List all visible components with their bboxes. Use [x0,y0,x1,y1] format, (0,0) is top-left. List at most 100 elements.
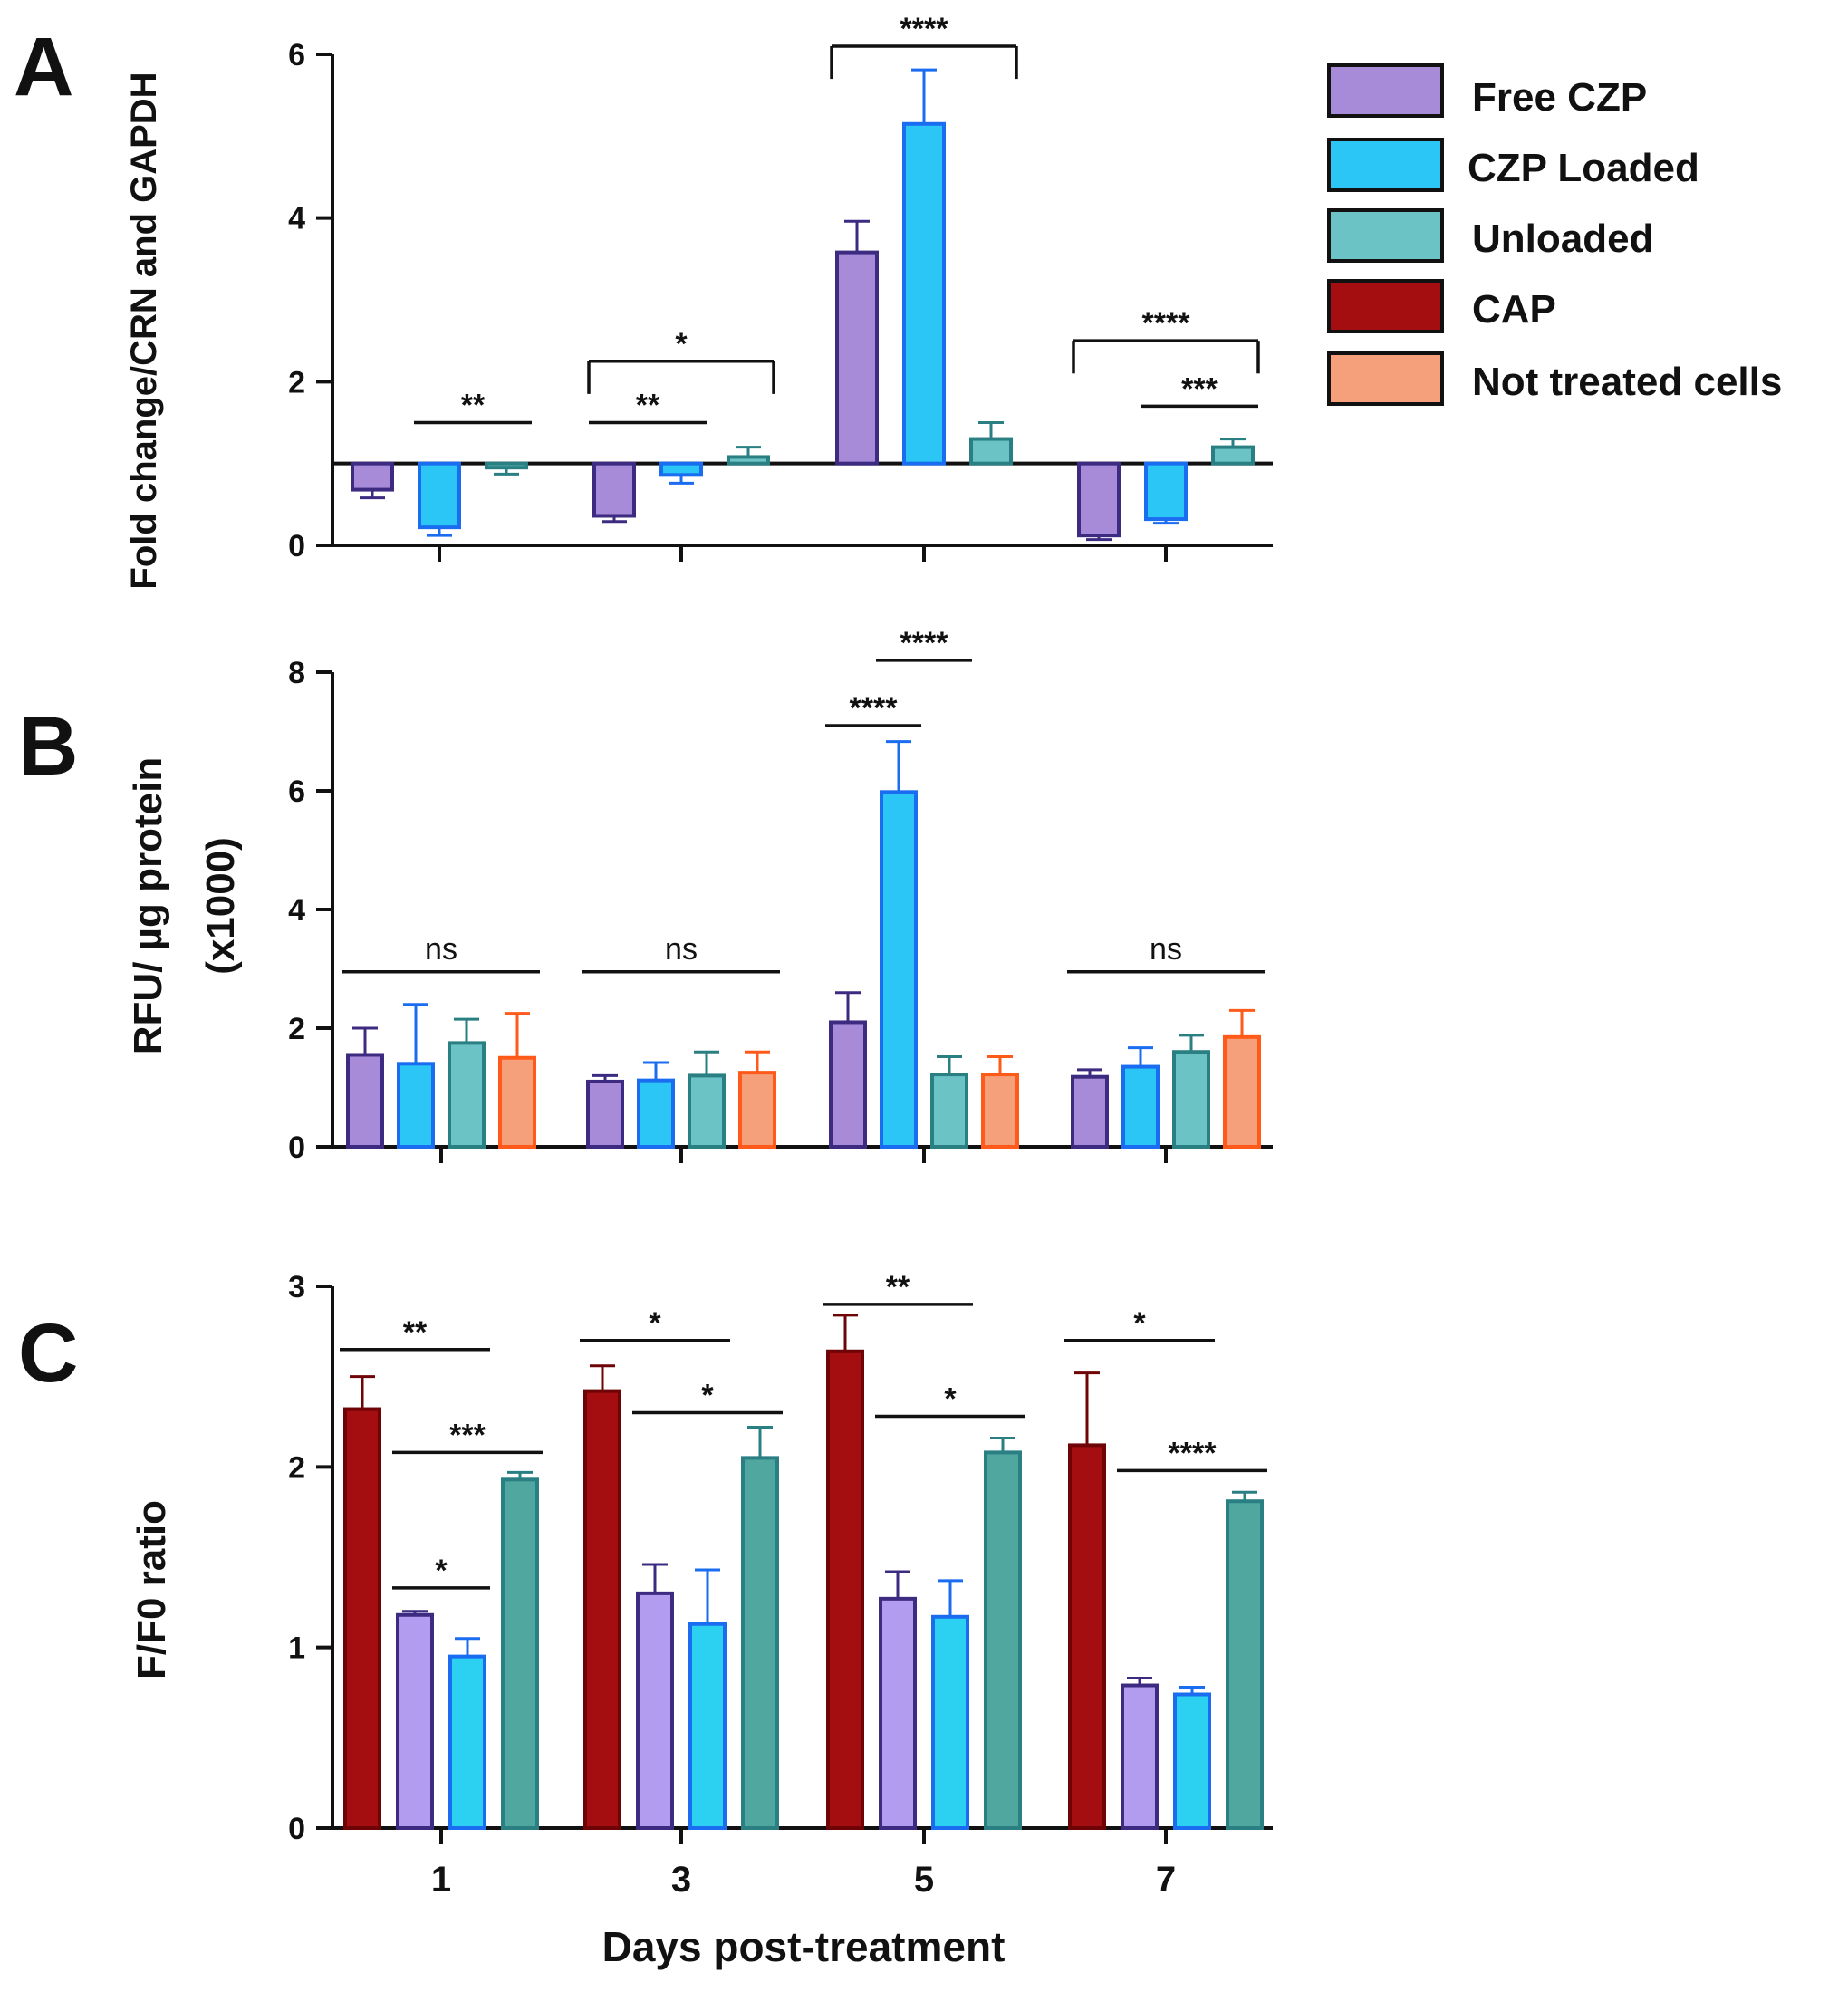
panel-b-y-tick-label: 6 [288,775,305,809]
panel-a-y-tick-label: 0 [288,529,305,563]
panel-a-sig-label: **** [1142,306,1191,341]
panel-b-bar [829,1020,867,1149]
panel-a-sig-label: **** [900,12,949,46]
panel-c-bar [1121,1683,1159,1830]
legend-item-free-czp: Free CZP [1327,63,1647,120]
panel-b-ylabel: RFU/ µg protein [126,757,170,1054]
panel-a-y-tick-label: 6 [288,38,305,72]
legend-item-czp-loaded: CZP Loaded [1327,138,1699,192]
panel-a-bar [1077,461,1121,538]
panel-b-bar [981,1073,1019,1149]
panel-b-y-tick-label: 4 [288,893,305,928]
panel-a-bar [351,461,394,492]
panel-b-bar [1121,1064,1160,1149]
legend-label-cap: CAP [1472,287,1556,332]
panel-c-y-tick-label: 1 [288,1631,305,1666]
panel-a-bar [902,121,946,466]
legend-item-not-treated: Not treated cells [1327,351,1782,406]
panel-b-bar [586,1079,624,1149]
panel-c-sig-label: **** [1169,1436,1218,1470]
panel-b-bar [346,1053,384,1149]
panel-b-sig-label: ns [665,932,698,967]
legend-item-cap: CAP [1327,279,1556,333]
panel-b-ylabel-unit: (x1000) [198,837,243,975]
panel-b-sig-label: ns [425,932,457,967]
panel-c-x-tick-label: 3 [671,1860,691,1900]
panel-b-chart: 0 2 4 6 8 ns ns ns ******** [288,626,1273,1165]
panel-c-bar [931,1614,969,1831]
panel-b-bar [448,1041,486,1149]
panel-b-y-tick-label: 8 [288,656,305,690]
panel-c-sig-label: * [1133,1306,1146,1341]
panel-b-y-tick-label: 2 [288,1012,305,1046]
legend-label-free-czp: Free CZP [1472,75,1647,120]
panel-c-bar [1226,1499,1264,1830]
legend: Free CZP CZP Loaded Unloaded CAP Not tre… [1327,63,1782,406]
panel-b-bar [1071,1074,1109,1149]
panel-c-sig-label: * [649,1306,661,1341]
panel-b-bar [498,1055,536,1149]
panel-c-bar [583,1389,621,1830]
panel-b-bar [880,790,918,1149]
panel-c-bar [741,1456,779,1831]
panel-b-sig-label: **** [900,626,949,660]
panel-a-bar [727,455,770,466]
panel-b-sig-label: **** [850,691,899,726]
legend-label-unloaded: Unloaded [1472,217,1653,261]
panel-b-bar [1223,1034,1261,1149]
panel-a-bar [835,250,879,466]
panel-c-ylabel: F/F0 ratio [130,1500,174,1679]
panel-c-x-tick-label: 1 [431,1860,451,1900]
panel-a-sig-label: ** [636,389,660,423]
panel-c-bar [448,1654,486,1830]
panel-c-bar [1068,1443,1106,1830]
panel-c-bar [636,1591,674,1831]
panel-c-bar [1173,1692,1211,1830]
panel-c-bar [343,1407,381,1830]
panel-letter-a: A [14,21,73,113]
panel-a-y-tick-label: 2 [288,365,305,399]
panel-b-bar [930,1073,968,1149]
panel-c-y-tick-label: 2 [288,1450,305,1485]
panel-b-bar [688,1073,726,1150]
panel-c-x-tick-label: 7 [1156,1860,1176,1900]
legend-swatch-czp-loaded [1327,138,1444,192]
panel-a-bar [592,461,636,518]
panel-c-sig-label: * [435,1554,448,1588]
panel-c-bar [826,1349,864,1830]
x-axis-label: Days post-treatment [602,1923,1006,1970]
panel-a-y-tick-label: 4 [288,202,305,236]
panel-b-bar [738,1071,776,1149]
panel-c-sig-label: ** [403,1315,428,1350]
panel-c-bar [688,1622,727,1830]
legend-label-czp-loaded: CZP Loaded [1468,146,1699,190]
panel-a-bar [659,461,703,477]
panel-b-bar [637,1078,675,1150]
panel-a-bar [418,461,461,530]
legend-swatch-free-czp [1327,63,1444,118]
legend-swatch-unloaded [1327,208,1444,263]
panel-c-sig-label: * [944,1382,957,1417]
legend-swatch-not-treated [1327,351,1444,406]
panel-b-sig-label: ns [1150,932,1182,967]
panel-c-bar [501,1477,539,1830]
panel-c-sig-label: *** [449,1418,486,1452]
panel-b-bar [397,1062,435,1150]
panel-c-bar [396,1612,434,1830]
panel-b-y-tick-label: 0 [288,1131,305,1165]
panel-a-sig-label: *** [1181,371,1218,406]
panel-c-bar [879,1596,917,1831]
panel-a-sig-label: ** [461,389,486,423]
panel-a-bar [1211,445,1255,466]
panel-b-bar [1172,1050,1210,1149]
legend-item-unloaded: Unloaded [1327,208,1653,263]
panel-a-bar [485,461,528,470]
panel-letter-c: C [18,1307,78,1400]
panel-c-sig-label: * [701,1379,714,1413]
panel-c-x-tick-label: 5 [914,1860,934,1900]
legend-label-not-treated: Not treated cells [1472,360,1782,404]
panel-a-ylabel: Fold change/CRN and GAPDH [124,72,164,589]
